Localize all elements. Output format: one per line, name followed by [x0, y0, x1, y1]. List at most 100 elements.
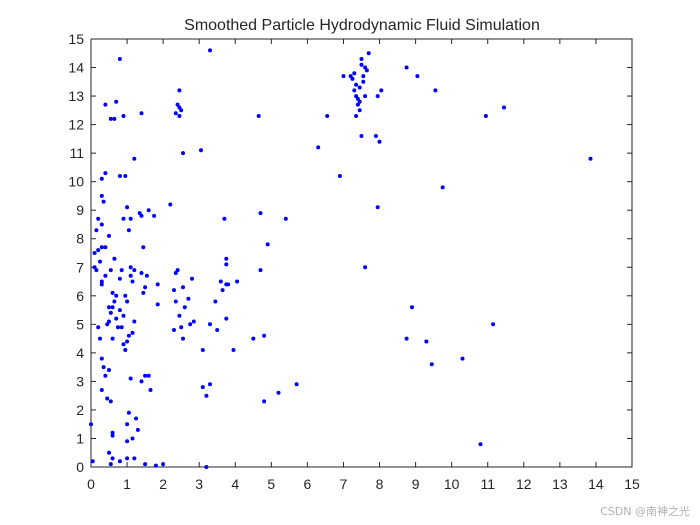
data-point: [132, 268, 137, 273]
data-point: [177, 88, 182, 93]
data-point: [220, 288, 225, 293]
y-tick-label: 8: [76, 231, 84, 247]
data-point: [168, 202, 173, 207]
data-point: [125, 299, 130, 304]
data-point: [121, 216, 126, 221]
data-point: [357, 99, 362, 104]
data-point: [256, 114, 261, 118]
data-point: [361, 79, 366, 84]
data-point: [200, 348, 205, 352]
data-point: [96, 216, 101, 221]
x-tick-label: 8: [376, 476, 384, 492]
data-point: [107, 233, 111, 238]
data-point: [200, 385, 205, 390]
data-point: [94, 268, 99, 273]
data-point: [325, 114, 330, 118]
data-point: [116, 325, 120, 330]
data-point: [126, 228, 131, 233]
data-point: [179, 325, 184, 330]
data-point: [179, 108, 184, 113]
data-point: [132, 456, 137, 461]
data-point: [112, 116, 117, 121]
data-point: [262, 333, 267, 338]
data-point: [98, 259, 102, 264]
data-point: [377, 139, 382, 144]
data-point: [107, 305, 111, 310]
data-point: [177, 313, 182, 318]
data-point: [119, 325, 124, 330]
data-point: [265, 242, 270, 247]
data-point: [363, 65, 368, 70]
data-point: [110, 433, 115, 438]
data-point: [357, 85, 362, 90]
data-point: [117, 57, 122, 61]
data-point: [101, 199, 106, 204]
data-point: [366, 51, 371, 56]
data-point: [410, 305, 414, 310]
data-point: [172, 288, 176, 293]
data-point: [354, 82, 359, 87]
data-point: [208, 382, 212, 387]
data-point: [103, 273, 108, 278]
data-point: [103, 102, 108, 107]
data-point: [112, 256, 117, 261]
data-point: [350, 76, 355, 81]
data-point: [491, 322, 496, 327]
data-point: [141, 290, 146, 295]
data-point: [89, 422, 93, 427]
data-point: [125, 205, 130, 210]
data-point: [213, 299, 218, 304]
data-point: [110, 290, 115, 295]
data-point: [155, 302, 160, 307]
y-tick-label: 7: [76, 259, 84, 275]
data-point: [258, 211, 263, 216]
data-point: [379, 88, 384, 93]
y-tick-label: 10: [68, 174, 84, 190]
x-tick-label: 11: [480, 476, 495, 492]
data-point: [182, 305, 187, 310]
data-point: [226, 282, 231, 287]
y-tick-label: 3: [76, 373, 84, 389]
y-tick-label: 5: [76, 316, 84, 332]
data-point: [117, 276, 122, 281]
data-point: [276, 390, 281, 395]
data-point: [173, 271, 178, 275]
data-point: [502, 105, 506, 110]
data-point: [352, 71, 357, 76]
data-point: [92, 251, 97, 255]
data-point: [107, 319, 111, 324]
data-point: [224, 256, 229, 261]
data-point: [99, 279, 104, 284]
data-point: [191, 319, 196, 324]
data-point: [143, 373, 148, 378]
data-point: [355, 96, 360, 101]
x-tick-label: 15: [624, 476, 640, 492]
data-point: [373, 134, 378, 138]
data-point: [251, 336, 256, 341]
data-point: [424, 339, 429, 344]
x-tick-label: 5: [267, 476, 275, 492]
data-point: [121, 114, 126, 118]
data-point: [99, 222, 104, 227]
data-point: [103, 171, 108, 176]
data-point: [125, 456, 130, 461]
data-point: [135, 427, 140, 432]
data-point: [126, 410, 131, 415]
data-point: [99, 176, 104, 181]
y-tick-label: 12: [68, 117, 84, 133]
data-point: [96, 325, 101, 330]
data-point: [99, 282, 104, 287]
data-point: [352, 88, 357, 93]
data-point: [218, 279, 223, 284]
x-tick-label: 4: [231, 476, 239, 492]
data-point: [108, 116, 113, 121]
data-point: [110, 456, 115, 461]
data-point: [224, 316, 229, 321]
data-point: [337, 174, 342, 178]
data-point: [128, 273, 133, 278]
data-point: [99, 245, 104, 250]
data-point: [363, 265, 368, 270]
data-point: [128, 265, 133, 270]
data-point: [139, 379, 144, 384]
